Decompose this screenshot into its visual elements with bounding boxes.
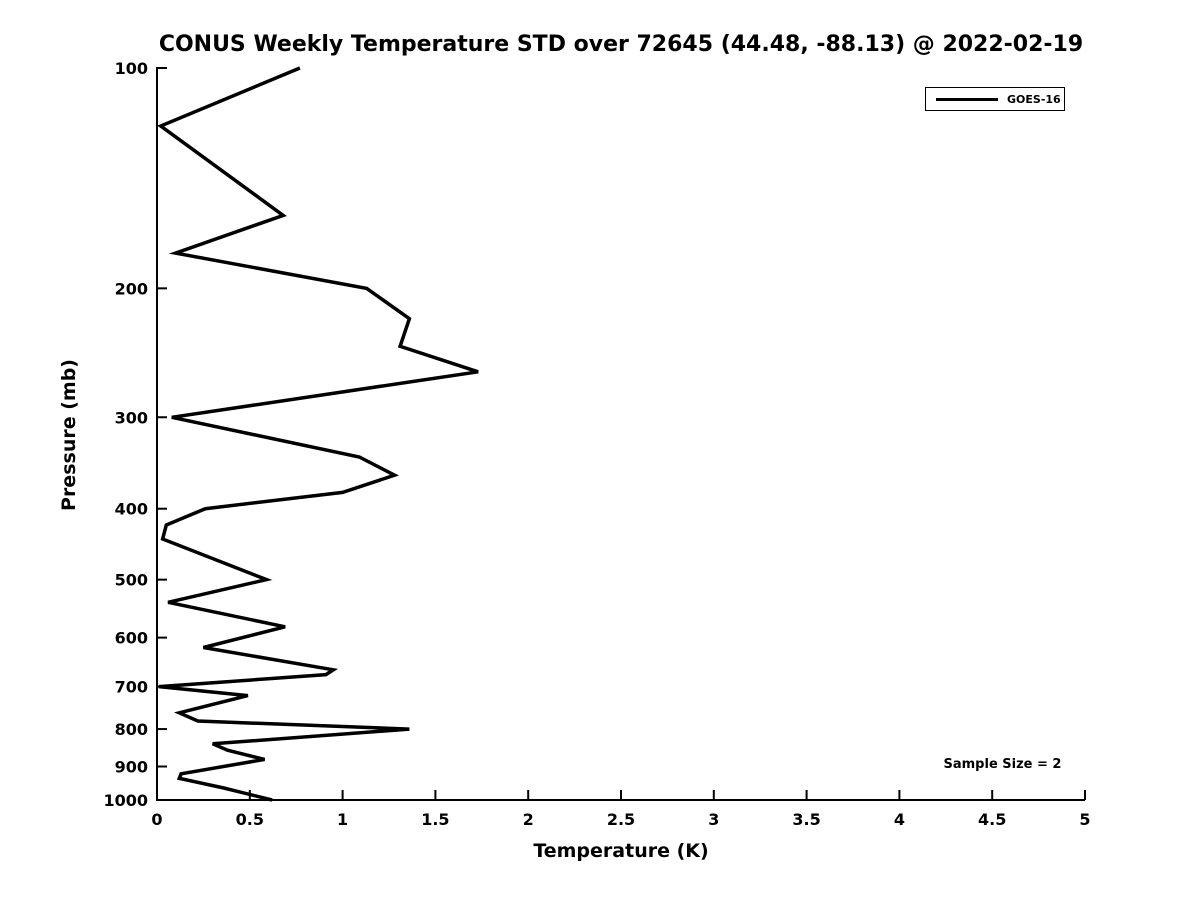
x-tick-label: 1 [337,810,348,829]
y-tick-label: 200 [115,279,148,298]
y-tick-label: 100 [115,59,148,78]
x-tick-label: 4.5 [978,810,1006,829]
legend-line-swatch [936,97,998,101]
sample-size-annotation: Sample Size = 2 [943,757,1062,772]
x-tick-label: 5 [1079,810,1090,829]
tick-labels-group: 0 0.5 1 1.5 2 2.5 3 3.5 4 4.5 5 100 200 300 400 500 600 7… [103,59,1090,829]
chart-title: CONUS Weekly Temperature STD over 72645 … [158,32,1084,57]
y-tick-label: 300 [115,408,148,427]
x-tick-label: 3 [708,810,719,829]
legend: GOES-16 [925,87,1065,111]
y-tick-label: 800 [115,720,148,739]
y-tick-label: 400 [115,500,148,519]
x-tick-label: 0.5 [236,810,264,829]
x-axis-label: Temperature (K) [533,840,709,862]
x-tick-label: 4 [894,810,905,829]
axes-group [156,67,1085,801]
ticks-group [156,67,1086,801]
x-tick-label: 2.5 [607,810,635,829]
x-tick-label: 1.5 [421,810,449,829]
y-tick-label: 600 [115,629,148,648]
x-tick-label: 2 [523,810,534,829]
y-tick-label: 1000 [103,791,148,810]
y-tick-label: 500 [115,571,148,590]
y-tick-label: 900 [115,758,148,777]
y-tick-label: 700 [115,678,148,697]
y-axis-label: Pressure (mb) [58,359,80,511]
series-line-goes-16 [157,66,479,802]
series-group [157,66,479,802]
x-tick-label: 3.5 [792,810,820,829]
x-tick-label: 0 [151,810,162,829]
legend-entry-label: GOES-16 [1007,92,1061,106]
